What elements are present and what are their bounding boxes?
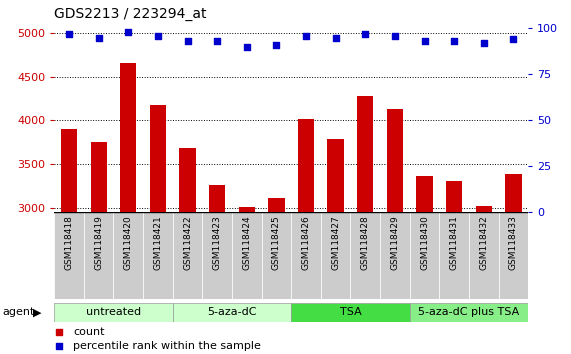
Text: count: count xyxy=(73,327,104,337)
Bar xyxy=(439,212,469,299)
Bar xyxy=(54,212,84,299)
Text: 5-aza-dC: 5-aza-dC xyxy=(207,307,257,318)
Text: ▶: ▶ xyxy=(33,307,42,318)
Text: GSM118428: GSM118428 xyxy=(361,215,370,270)
Point xyxy=(420,38,429,44)
Point xyxy=(391,33,400,39)
Text: GSM118432: GSM118432 xyxy=(479,215,488,270)
Bar xyxy=(410,303,528,322)
Text: GSM118421: GSM118421 xyxy=(154,215,162,270)
Bar xyxy=(387,109,403,212)
Point xyxy=(212,38,222,44)
Bar xyxy=(143,212,173,299)
Point xyxy=(242,44,251,50)
Text: GSM118418: GSM118418 xyxy=(65,215,74,270)
Text: GSM118422: GSM118422 xyxy=(183,215,192,270)
Text: agent: agent xyxy=(3,307,35,318)
Bar xyxy=(54,303,173,322)
Bar xyxy=(321,212,351,299)
Text: GSM118426: GSM118426 xyxy=(301,215,311,270)
Bar xyxy=(173,303,291,322)
Bar xyxy=(446,181,463,212)
Point xyxy=(94,35,103,40)
Point xyxy=(54,329,63,335)
Bar xyxy=(416,176,433,212)
Bar xyxy=(202,212,232,299)
Point xyxy=(449,38,459,44)
Text: GSM118427: GSM118427 xyxy=(331,215,340,270)
Bar xyxy=(357,96,373,212)
Point xyxy=(65,31,74,37)
Text: percentile rank within the sample: percentile rank within the sample xyxy=(73,341,261,350)
Bar xyxy=(84,212,114,299)
Text: GSM118419: GSM118419 xyxy=(94,215,103,270)
Text: GSM118424: GSM118424 xyxy=(242,215,251,270)
Bar xyxy=(505,174,521,212)
Point xyxy=(154,33,163,39)
Bar xyxy=(476,206,492,212)
Bar xyxy=(351,212,380,299)
Point xyxy=(272,42,281,48)
Point xyxy=(509,36,518,42)
Text: TSA: TSA xyxy=(340,307,361,318)
Text: GSM118423: GSM118423 xyxy=(212,215,222,270)
Bar xyxy=(291,212,321,299)
Bar xyxy=(239,207,255,212)
Text: untreated: untreated xyxy=(86,307,141,318)
Text: GSM118430: GSM118430 xyxy=(420,215,429,270)
Bar xyxy=(179,148,196,212)
Text: 5-aza-dC plus TSA: 5-aza-dC plus TSA xyxy=(419,307,520,318)
Bar xyxy=(298,120,314,212)
Bar xyxy=(173,212,202,299)
Text: GSM118420: GSM118420 xyxy=(124,215,133,270)
Bar xyxy=(498,212,528,299)
Bar xyxy=(150,105,166,212)
Bar xyxy=(328,139,344,212)
Bar xyxy=(232,212,262,299)
Bar xyxy=(91,142,107,212)
Point xyxy=(479,40,488,46)
Text: GDS2213 / 223294_at: GDS2213 / 223294_at xyxy=(54,7,207,21)
Point xyxy=(183,38,192,44)
Text: GSM118433: GSM118433 xyxy=(509,215,518,270)
Text: GSM118429: GSM118429 xyxy=(391,215,399,270)
Bar xyxy=(262,212,291,299)
Point xyxy=(331,35,340,40)
Bar xyxy=(469,212,498,299)
Text: GSM118431: GSM118431 xyxy=(449,215,459,270)
Point xyxy=(361,31,370,37)
Bar xyxy=(114,212,143,299)
Bar xyxy=(120,63,136,212)
Bar xyxy=(380,212,410,299)
Point xyxy=(301,33,311,39)
Bar xyxy=(291,303,410,322)
Bar xyxy=(209,185,226,212)
Bar xyxy=(268,198,284,212)
Bar xyxy=(61,129,77,212)
Bar xyxy=(410,212,439,299)
Point xyxy=(124,29,133,35)
Text: GSM118425: GSM118425 xyxy=(272,215,281,270)
Point xyxy=(54,343,63,348)
